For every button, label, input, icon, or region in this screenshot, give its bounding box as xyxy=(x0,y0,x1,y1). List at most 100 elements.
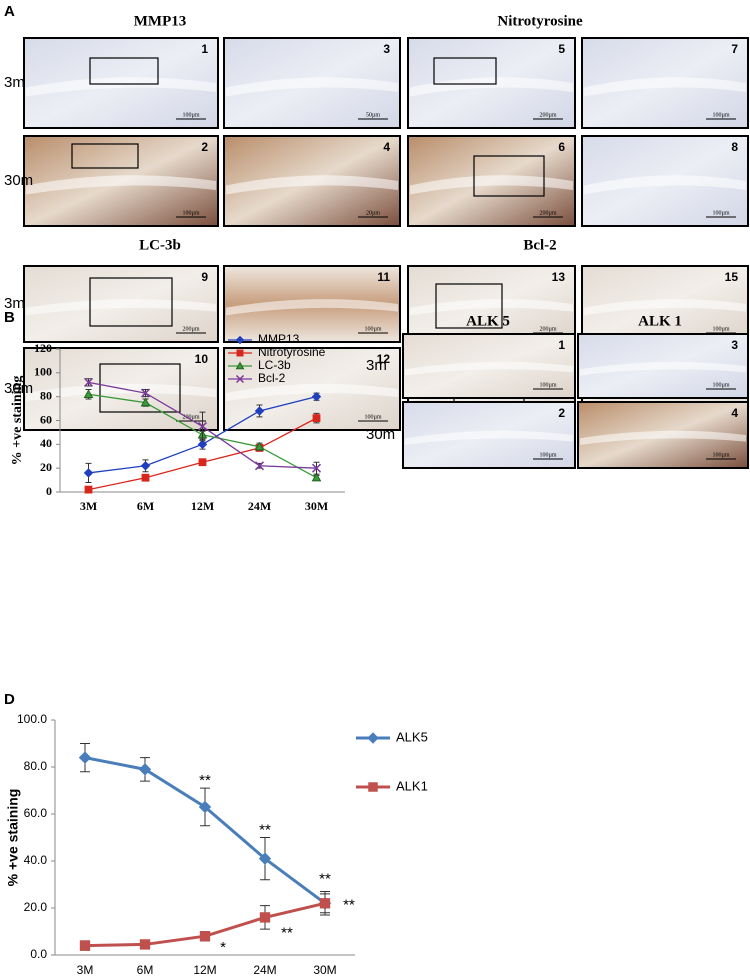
y-tick-label: 40 xyxy=(40,436,52,450)
legend-marker xyxy=(235,361,245,370)
scale-label: 200µm xyxy=(539,326,556,332)
significance-mark: ** xyxy=(343,896,355,913)
group-title: Bcl-2 xyxy=(523,237,556,253)
panel-label: B xyxy=(4,309,15,326)
image-number: 3 xyxy=(731,338,738,352)
legend-label: LC-3b xyxy=(258,358,291,372)
image-number: 6 xyxy=(558,140,565,154)
image-number: 2 xyxy=(558,406,565,420)
y-tick-label: 100 xyxy=(34,365,52,379)
legend-marker xyxy=(236,349,244,357)
y-tick-label: 0 xyxy=(46,484,52,498)
joint-space xyxy=(405,430,573,445)
y-tick-label: 20 xyxy=(40,460,52,474)
y-tick-label: 80 xyxy=(40,388,52,402)
scale-label: 100µm xyxy=(712,210,729,216)
data-point xyxy=(78,751,92,764)
legend-label: Nitrotyrosine xyxy=(258,345,326,359)
data-point xyxy=(84,485,93,494)
x-tick-label: 24M xyxy=(248,499,271,513)
y-tick-label: 120 xyxy=(34,341,52,355)
data-point xyxy=(319,898,331,909)
legend-label: Bcl-2 xyxy=(258,371,286,385)
data-point xyxy=(254,406,265,416)
x-tick-label: 3M xyxy=(77,963,94,977)
data-point xyxy=(140,388,151,398)
y-tick-label: 60 xyxy=(40,412,52,426)
image-number: 1 xyxy=(201,42,208,56)
joint-space xyxy=(26,77,216,97)
scale-label: 20µm xyxy=(366,210,380,216)
scale-label: 100µm xyxy=(712,452,729,458)
inset-box xyxy=(89,277,173,327)
x-tick-label: 6M xyxy=(137,499,154,513)
scale-label: 200µm xyxy=(182,414,199,420)
significance-mark: ** xyxy=(199,772,211,789)
data-point xyxy=(140,397,151,407)
x-tick-label: 6M xyxy=(137,963,154,977)
data-point xyxy=(311,391,322,402)
scale-label: 100µm xyxy=(539,452,556,458)
inset-box xyxy=(89,57,159,85)
joint-space xyxy=(410,77,573,97)
panel-label: D xyxy=(4,691,15,708)
legend-marker xyxy=(368,782,378,792)
scale-label: 100µm xyxy=(182,210,199,216)
image-number: 4 xyxy=(731,406,738,420)
image-number: 12 xyxy=(377,352,391,366)
data-point xyxy=(83,377,94,387)
y-tick-label: 60.0 xyxy=(24,806,48,820)
significance-mark: * xyxy=(220,939,226,956)
legend-label: MMP13 xyxy=(258,332,300,346)
joint-space xyxy=(580,430,746,445)
image-number: 11 xyxy=(377,270,390,284)
joint-space xyxy=(584,299,746,316)
legend-marker xyxy=(235,374,245,384)
joint-space xyxy=(410,299,573,316)
group-title: MMP13 xyxy=(134,13,186,29)
significance-mark: ** xyxy=(319,870,331,887)
scale-label: 200µm xyxy=(182,326,199,332)
joint-space xyxy=(584,175,746,195)
data-point xyxy=(312,414,321,423)
inset-box xyxy=(433,57,497,85)
legend-label: ALK1 xyxy=(396,778,428,793)
inset-box xyxy=(99,363,181,413)
image-number: 9 xyxy=(201,270,208,284)
data-point xyxy=(199,931,211,942)
group-title: LC-3b xyxy=(139,237,181,253)
scale-label: 100µm xyxy=(712,382,729,388)
data-point xyxy=(254,461,265,471)
image-number: 3 xyxy=(383,42,390,56)
image-number: 15 xyxy=(725,270,739,284)
data-point xyxy=(254,441,265,451)
image-number: 8 xyxy=(731,140,738,154)
row-label: 3m xyxy=(4,295,25,312)
row-label: 3m xyxy=(366,357,387,374)
joint-space xyxy=(226,299,398,316)
data-point xyxy=(139,939,151,950)
joint-space xyxy=(226,383,398,402)
row-label: 30m xyxy=(4,172,33,189)
image-number: 10 xyxy=(195,352,209,366)
inset-box xyxy=(71,143,139,169)
data-point xyxy=(198,458,207,467)
row-label: 30m xyxy=(366,426,395,443)
scale-label: 100µm xyxy=(712,326,729,332)
legend-marker xyxy=(367,732,379,744)
image-number: 5 xyxy=(558,42,565,56)
inset-box xyxy=(473,155,545,197)
data-point xyxy=(197,439,208,450)
data-point xyxy=(83,468,94,478)
joint-space xyxy=(226,175,398,195)
y-axis-label: % +ve staining xyxy=(5,789,21,887)
scale-label: 50µm xyxy=(366,112,380,118)
group-title: ALK 1 xyxy=(638,313,682,329)
image-number: 13 xyxy=(552,270,566,284)
y-tick-label: 100.0 xyxy=(17,712,47,726)
panel-label: A xyxy=(4,3,15,20)
row-label: 30m xyxy=(4,380,33,397)
joint-space xyxy=(584,77,746,97)
data-point xyxy=(198,800,212,814)
